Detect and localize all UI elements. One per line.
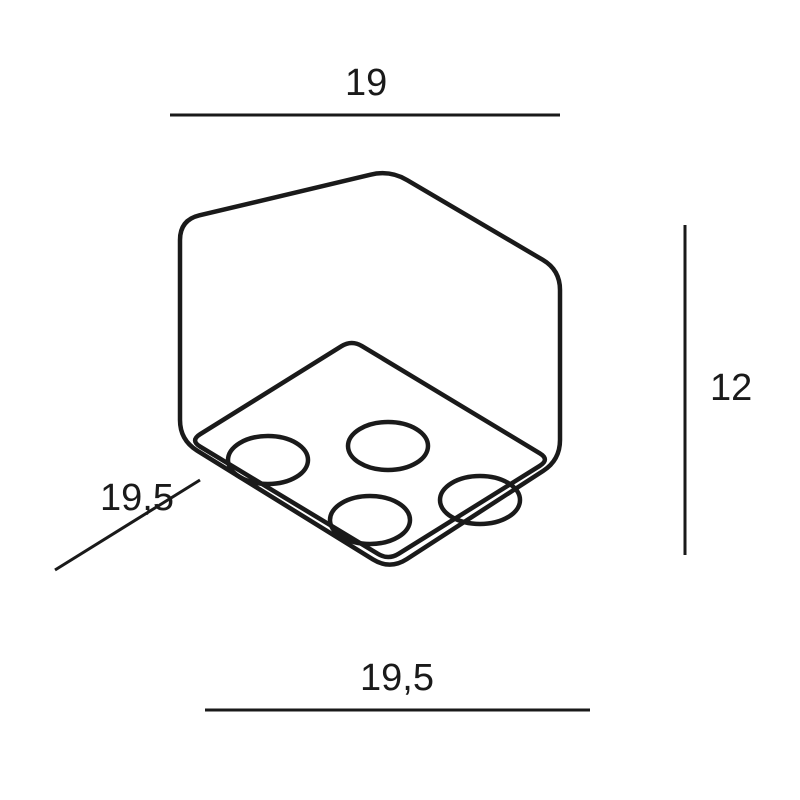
dimension-diagram: 19 19,5 12 19,5 — [0, 0, 800, 800]
lamp-hole-4 — [440, 476, 520, 524]
dim-label-bottom: 19,5 — [360, 657, 434, 699]
lamp-hole-2 — [330, 496, 410, 544]
dim-label-top: 19 — [345, 62, 387, 104]
cuboid-outline — [180, 173, 560, 564]
dim-label-right: 12 — [710, 367, 752, 409]
dim-label-depth: 19,5 — [100, 477, 174, 519]
lamp-hole-1 — [228, 436, 308, 484]
lamp-hole-3 — [348, 422, 428, 470]
